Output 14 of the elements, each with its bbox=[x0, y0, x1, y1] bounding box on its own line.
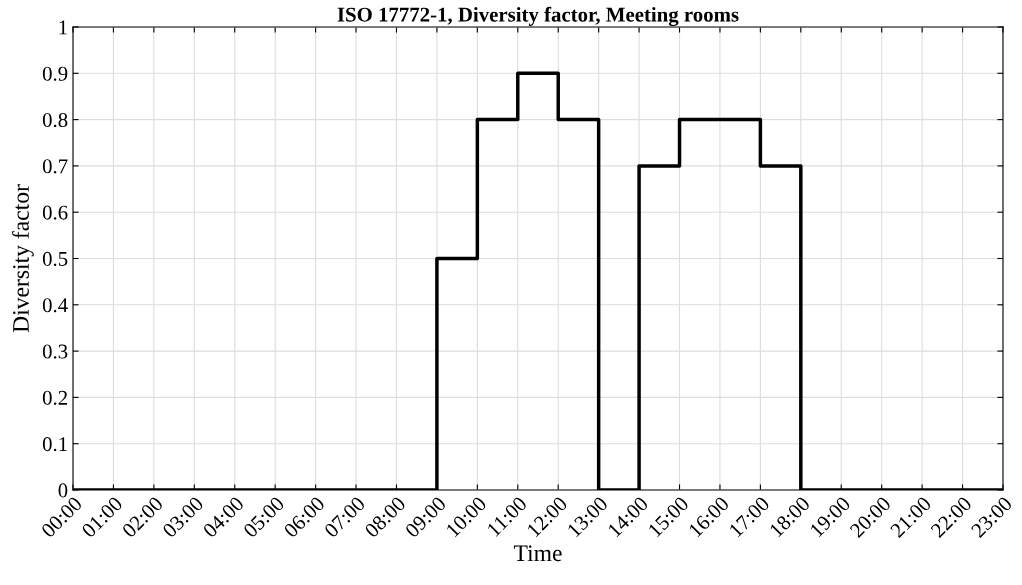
y-tick-label: 1 bbox=[59, 20, 67, 35]
y-axis-title: Diversity factor bbox=[12, 184, 34, 333]
y-tick-label: 0.5 bbox=[42, 251, 68, 267]
y-tick-label: 0.4 bbox=[42, 298, 68, 313]
y-tick-label: 0.2 bbox=[42, 390, 67, 405]
y-tick-label: 0.8 bbox=[42, 112, 68, 128]
y-tick-label: 0.3 bbox=[42, 344, 68, 359]
x-axis-title: Time bbox=[513, 545, 562, 562]
y-tick-label: 0 bbox=[58, 483, 68, 498]
y-tick-label: 0.9 bbox=[42, 66, 68, 81]
y-tick-label: 0.7 bbox=[42, 159, 68, 174]
y-tick-label: 0.1 bbox=[42, 437, 67, 452]
chart-title: ISO 17772-1, Diversity factor, Meeting rooms bbox=[337, 6, 739, 27]
y-tick-label: 0.6 bbox=[42, 205, 68, 220]
